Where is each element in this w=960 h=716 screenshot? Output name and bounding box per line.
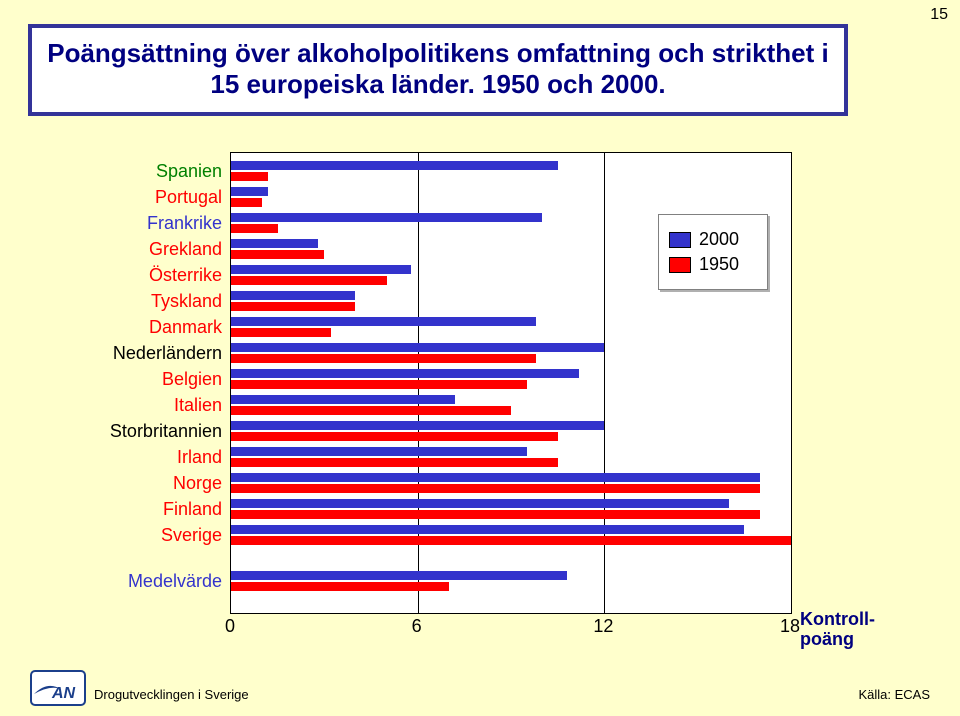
- category-label: Nederländern: [60, 344, 222, 362]
- category-label: Storbritannien: [60, 422, 222, 440]
- x-tick-label: 18: [780, 616, 800, 637]
- category-label: Frankrike: [60, 214, 222, 232]
- category-label: Danmark: [60, 318, 222, 336]
- legend: 2000 1950: [658, 214, 768, 290]
- bar-1950: [231, 302, 355, 311]
- bar-2000: [231, 447, 527, 456]
- bar-1950: [231, 510, 760, 519]
- bar-1950: [231, 354, 536, 363]
- bar-1950: [231, 484, 760, 493]
- legend-item-2000: 2000: [669, 229, 757, 250]
- x-tick-label: 0: [225, 616, 235, 637]
- bar-1950: [231, 276, 387, 285]
- page-title: Poängsättning över alkoholpolitikens omf…: [44, 38, 832, 100]
- legend-swatch-2000: [669, 232, 691, 248]
- legend-label-2000: 2000: [699, 229, 739, 250]
- page-number: 15: [930, 6, 948, 24]
- category-label: Österrike: [60, 266, 222, 284]
- bar-1950: [231, 172, 268, 181]
- category-label: Finland: [60, 500, 222, 518]
- footer-left: Drogutvecklingen i Sverige: [94, 687, 249, 702]
- legend-swatch-1950: [669, 257, 691, 273]
- bar-2000: [231, 525, 744, 534]
- bar-1950: [231, 328, 331, 337]
- bar-1950: [231, 224, 278, 233]
- category-label: Sverige: [60, 526, 222, 544]
- bar-1950: [231, 432, 558, 441]
- logo: AN: [30, 670, 86, 706]
- bar-2000: [231, 161, 558, 170]
- bar-2000: [231, 395, 455, 404]
- bar-1950: [231, 406, 511, 415]
- title-box: Poängsättning över alkoholpolitikens omf…: [28, 24, 848, 116]
- bar-2000: [231, 187, 268, 196]
- bar-2000: [231, 499, 729, 508]
- category-label: Norge: [60, 474, 222, 492]
- bar-2000: [231, 473, 760, 482]
- bar-2000: [231, 265, 411, 274]
- chart: Spanien Portugal Frankrike Grekland Österrik…: [60, 152, 900, 632]
- x-axis-label: Kontroll-poäng: [800, 610, 900, 650]
- bar-2000: [231, 213, 542, 222]
- bar-2000: [231, 291, 355, 300]
- x-tick-label: 12: [593, 616, 613, 637]
- category-label: Italien: [60, 396, 222, 414]
- bar-1950: [231, 250, 324, 259]
- category-label: Irland: [60, 448, 222, 466]
- category-label: Belgien: [60, 370, 222, 388]
- bar-1950: [231, 458, 558, 467]
- category-label: Grekland: [60, 240, 222, 258]
- legend-item-1950: 1950: [669, 254, 757, 275]
- bar-1950: [231, 582, 449, 591]
- category-label: Tyskland: [60, 292, 222, 310]
- legend-label-1950: 1950: [699, 254, 739, 275]
- bar-2000: [231, 343, 604, 352]
- bar-2000: [231, 317, 536, 326]
- x-tick-label: 6: [412, 616, 422, 637]
- footer-right: Källa: ECAS: [858, 687, 930, 702]
- bar-1950: [231, 380, 527, 389]
- bar-2000: [231, 421, 604, 430]
- bar-1950: [231, 198, 262, 207]
- bar-2000: [231, 239, 318, 248]
- svg-text:AN: AN: [51, 685, 76, 702]
- bar-2000: [231, 571, 567, 580]
- bar-2000: [231, 369, 579, 378]
- category-label: Portugal: [60, 188, 222, 206]
- category-label: Spanien: [60, 162, 222, 180]
- category-label: Medelvärde: [60, 572, 222, 590]
- bar-1950: [231, 536, 791, 545]
